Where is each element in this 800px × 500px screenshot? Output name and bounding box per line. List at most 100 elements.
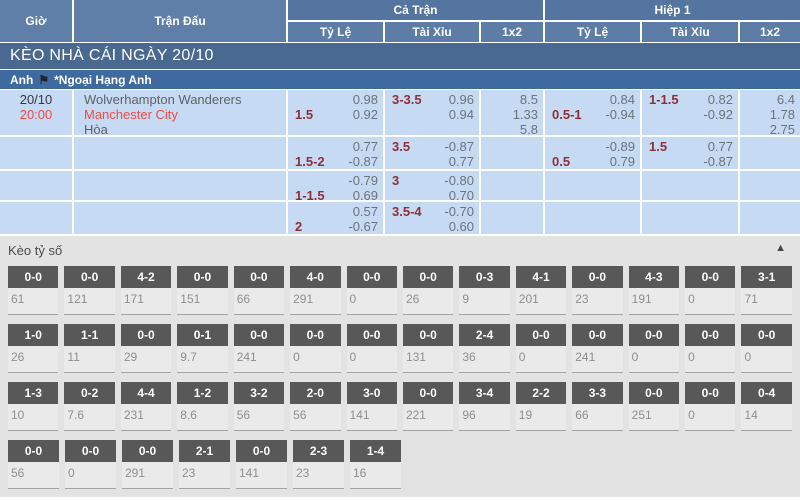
header-sub-h1-1x2: 1x2	[740, 22, 800, 42]
score-cell[interactable]: 0-4 14	[741, 382, 792, 431]
score-label: 0-0	[402, 382, 454, 404]
score-cell[interactable]: 2-3 23	[293, 440, 344, 489]
score-odds-value: 9	[459, 288, 510, 315]
score-cell[interactable]: 0-0 241	[233, 324, 285, 373]
score-cell[interactable]: 3-2 56	[233, 382, 285, 431]
odds-cell-ft-1x2[interactable]: 8.5 1.33 5.8	[481, 90, 543, 135]
score-cell[interactable]: 1-1 11	[64, 324, 115, 373]
score-cell[interactable]: 0-0 0	[685, 266, 736, 315]
odds-cell-h1-1x2[interactable]: 6.4 1.78 2.75	[740, 90, 800, 135]
score-cell[interactable]: 0-0 291	[122, 440, 173, 489]
score-cell[interactable]: 2-1 23	[179, 440, 230, 489]
score-cell[interactable]: 4-3 191	[628, 266, 680, 315]
odds-cell-h1-handicap	[545, 202, 640, 234]
score-odds-value: 16	[350, 462, 401, 489]
odds-cell-ft-handicap[interactable]: 1.5-2 0.77 -0.87	[288, 137, 383, 169]
score-cell[interactable]: 0-3 9	[459, 266, 510, 315]
score-cell[interactable]: 1-0 26	[8, 324, 59, 373]
score-cell[interactable]: 1-2 8.6	[177, 382, 228, 431]
score-odds-value: 0	[628, 346, 680, 373]
odds-cell-h1-overunder[interactable]: 1.5 0.77 -0.87	[642, 137, 738, 169]
score-label: 0-0	[572, 266, 623, 288]
score-odds-value: 71	[741, 288, 792, 315]
odds-cell-ft-handicap[interactable]: 2 0.57 -0.67	[288, 202, 383, 234]
odds-cell-ft-handicap[interactable]: 1.5 0.98 0.92	[288, 90, 383, 135]
score-cell[interactable]: 0-0 0	[346, 266, 397, 315]
odds-cell-ft-overunder[interactable]: 3.5-4 -0.70 0.60	[385, 202, 479, 234]
odds-value: -0.87	[703, 154, 733, 169]
section-title: KÈO NHÀ CÁI NGÀY 20/10	[10, 47, 214, 64]
score-row: 0-0 61 0-0 121 4-2 171 0-0 151 0-0 66 4-0 291 0-0 0 0-…	[8, 266, 792, 315]
score-cell[interactable]: 0-0 0	[515, 324, 567, 373]
score-odds-value: 231	[120, 404, 172, 431]
score-cell[interactable]: 2-0 56	[290, 382, 341, 431]
score-cell[interactable]: 0-0 61	[8, 266, 59, 315]
score-cell[interactable]: 0-1 9.7	[177, 324, 228, 373]
score-label: 0-2	[64, 382, 115, 404]
odds-values: 0.98 0.92	[353, 92, 383, 135]
score-label: 1-4	[350, 440, 401, 462]
score-cell[interactable]: 0-0 0	[685, 324, 736, 373]
score-cell[interactable]: 0-0 0	[65, 440, 116, 489]
score-cell[interactable]: 2-4 36	[459, 324, 510, 373]
score-cell[interactable]: 1-4 16	[350, 440, 401, 489]
score-cell[interactable]: 0-0 0	[741, 324, 792, 373]
score-odds-value: 11	[64, 346, 115, 373]
match-teams-cell	[74, 202, 286, 234]
odds-cell-h1-handicap[interactable]: 0.5 -0.89 0.79	[545, 137, 640, 169]
score-odds-value: 23	[293, 462, 344, 489]
odds-values: 0.77 -0.87	[703, 139, 738, 169]
score-cell[interactable]: 4-4 231	[120, 382, 172, 431]
score-cell[interactable]: 3-1 71	[741, 266, 792, 315]
score-cell[interactable]: 0-0 0	[290, 324, 341, 373]
handicap-column: 0.5	[545, 139, 570, 169]
collapse-icon[interactable]: ▲	[775, 242, 786, 254]
odds-cell-ft-overunder[interactable]: 3-3.5 0.96 0.94	[385, 90, 479, 135]
odds-values: 0.57 -0.67	[348, 204, 383, 234]
score-odds-value: 0	[65, 462, 116, 489]
score-cell[interactable]: 0-0 241	[572, 324, 623, 373]
odds-values: -0.87 0.77	[444, 139, 479, 169]
score-cell[interactable]: 0-2 7.6	[64, 382, 115, 431]
score-cell[interactable]: 0-0 29	[120, 324, 172, 373]
score-cell[interactable]: 1-3 10	[8, 382, 59, 431]
score-odds-value: 0	[290, 346, 341, 373]
score-cell[interactable]: 0-0 66	[233, 266, 285, 315]
match-time-cell	[0, 171, 72, 200]
score-cell[interactable]: 2-2 19	[515, 382, 567, 431]
odds-value: 0.69	[352, 188, 378, 200]
score-cell[interactable]: 0-0 0	[346, 324, 397, 373]
score-cell[interactable]: 0-0 221	[402, 382, 454, 431]
score-cell[interactable]: 0-0 151	[177, 266, 228, 315]
score-cell[interactable]: 4-1 201	[515, 266, 567, 315]
odds-cell-ft-overunder[interactable]: 3 -0.80 0.70	[385, 171, 479, 200]
score-cell[interactable]: 4-0 291	[290, 266, 341, 315]
score-cell[interactable]: 3-3 66	[572, 382, 623, 431]
odds-cell-ft-overunder[interactable]: 3.5 -0.87 0.77	[385, 137, 479, 169]
odds-cell-ft-handicap[interactable]: 1-1.5 -0.79 0.69	[288, 171, 383, 200]
header-group-fulltime: Cả Trận	[288, 0, 543, 20]
match-time-cell: 20/10 20:00	[0, 90, 72, 135]
odds-value: -0.87	[348, 154, 378, 169]
score-label: 0-0	[628, 324, 680, 346]
score-cell[interactable]: 0-0 0	[685, 382, 736, 431]
odds-cell-h1-handicap[interactable]: 0.5-1 0.84 -0.94	[545, 90, 640, 135]
handicap-column: 2	[288, 204, 302, 234]
score-cell[interactable]: 0-0 251	[628, 382, 680, 431]
odds-cell-h1-overunder[interactable]: 1-1.5 0.82 -0.92	[642, 90, 738, 135]
score-cell[interactable]: 0-0 0	[628, 324, 680, 373]
score-cell[interactable]: 0-0 26	[402, 266, 454, 315]
score-cell[interactable]: 3-0 141	[346, 382, 397, 431]
score-cell[interactable]: 0-0 131	[402, 324, 454, 373]
score-cell[interactable]: 0-0 23	[572, 266, 623, 315]
score-cell[interactable]: 0-0 121	[64, 266, 115, 315]
score-cell[interactable]: 4-2 171	[120, 266, 172, 315]
match-date: 20/10	[19, 92, 53, 107]
score-odds-value: 66	[233, 288, 285, 315]
handicap-value: 0.5-1	[552, 107, 582, 122]
score-cell[interactable]: 3-4 96	[459, 382, 510, 431]
score-cell[interactable]: 0-0 141	[236, 440, 287, 489]
score-cell[interactable]: 0-0 56	[8, 440, 59, 489]
odds-values: -0.89 0.79	[605, 139, 640, 169]
